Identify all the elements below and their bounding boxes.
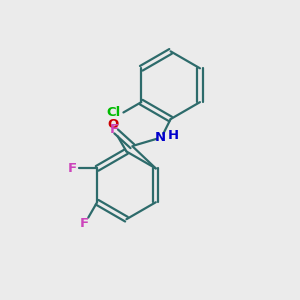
Text: H: H [168,129,179,142]
Text: F: F [110,123,118,136]
Text: F: F [80,218,89,230]
Text: O: O [108,118,119,131]
Text: F: F [68,162,77,175]
Text: Cl: Cl [107,106,121,119]
Text: N: N [155,131,166,144]
